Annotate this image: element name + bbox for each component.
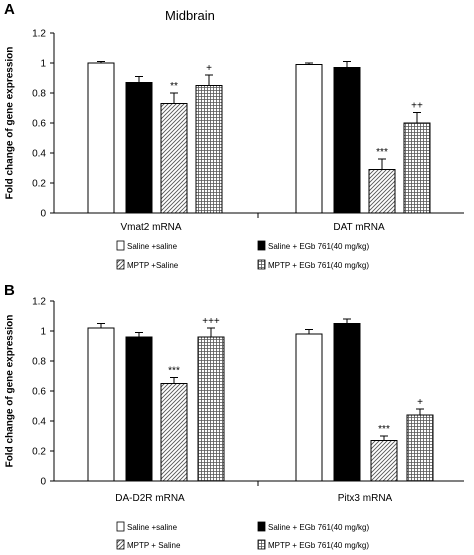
legend-swatch bbox=[257, 539, 266, 550]
bar bbox=[406, 414, 434, 482]
panel-label-b: B bbox=[4, 282, 15, 299]
significance-label: *** bbox=[376, 147, 388, 158]
significance-label: ++ bbox=[411, 101, 423, 112]
legend-swatch bbox=[257, 240, 266, 251]
legend-label: Saline + EGb 761(40 mg/kg) bbox=[268, 242, 370, 251]
legend-swatch bbox=[257, 259, 266, 270]
bar bbox=[87, 327, 115, 482]
significance-label: *** bbox=[378, 424, 390, 435]
legend-label: Saline +saline bbox=[127, 242, 178, 251]
significance-label: *** bbox=[168, 366, 180, 377]
bar bbox=[160, 103, 188, 214]
y-tick-label: 0.4 bbox=[32, 417, 46, 428]
bar bbox=[295, 64, 323, 214]
category-label: DA-D2R mRNA bbox=[115, 493, 185, 504]
category-label: Vmat2 mRNA bbox=[120, 222, 181, 233]
legend-swatch bbox=[116, 240, 125, 251]
panel-label-a: A bbox=[4, 1, 15, 18]
y-tick-label: 0.6 bbox=[32, 387, 46, 398]
chart-title: Midbrain bbox=[165, 8, 215, 23]
legend-swatch bbox=[116, 259, 125, 270]
y-tick-label: 0 bbox=[40, 209, 46, 220]
category-label: DAT mRNA bbox=[333, 222, 385, 233]
bar bbox=[333, 323, 361, 482]
significance-label: ** bbox=[170, 81, 178, 92]
legend-label: MPTP + EGb 761(40 mg/kg) bbox=[268, 261, 369, 270]
y-tick-label: 0.8 bbox=[32, 89, 46, 100]
bar bbox=[87, 62, 115, 214]
bar bbox=[160, 383, 188, 482]
category-label: Pitx3 mRNA bbox=[338, 493, 393, 504]
bar bbox=[125, 82, 153, 214]
legend-label: Saline + EGb 761(40 mg/kg) bbox=[268, 523, 370, 532]
y-axis-label: Fold change of gene expression bbox=[5, 315, 16, 468]
legend-label: MPTP + Saline bbox=[127, 541, 181, 550]
bar bbox=[125, 336, 153, 482]
y-tick-label: 1 bbox=[40, 327, 46, 338]
legend-label: MPTP +Saline bbox=[127, 261, 179, 270]
y-tick-label: 0.8 bbox=[32, 357, 46, 368]
significance-label: +++ bbox=[202, 316, 220, 327]
bar bbox=[195, 85, 223, 214]
significance-label: + bbox=[417, 397, 423, 408]
y-tick-label: 0.4 bbox=[32, 149, 46, 160]
legend-swatch bbox=[257, 521, 266, 532]
significance-label: + bbox=[206, 63, 212, 74]
bar bbox=[370, 440, 398, 482]
bar bbox=[333, 67, 361, 214]
y-tick-label: 0.2 bbox=[32, 447, 46, 458]
bar bbox=[368, 169, 396, 214]
y-tick-label: 0 bbox=[40, 477, 46, 488]
legend-label: Saline +saline bbox=[127, 523, 178, 532]
y-tick-label: 0.2 bbox=[32, 179, 46, 190]
y-tick-label: 1 bbox=[40, 59, 46, 70]
bar bbox=[403, 122, 431, 214]
legend-swatch bbox=[116, 539, 125, 550]
bar bbox=[197, 336, 225, 482]
y-tick-label: 1.2 bbox=[32, 29, 46, 40]
legend-label: MPTP + EGb 761(40 mg/kg) bbox=[268, 541, 369, 550]
y-axis-label: Fold change of gene expression bbox=[5, 47, 16, 200]
y-tick-label: 0.6 bbox=[32, 119, 46, 130]
bar bbox=[295, 333, 323, 482]
legend-swatch bbox=[116, 521, 125, 532]
y-tick-label: 1.2 bbox=[32, 297, 46, 308]
